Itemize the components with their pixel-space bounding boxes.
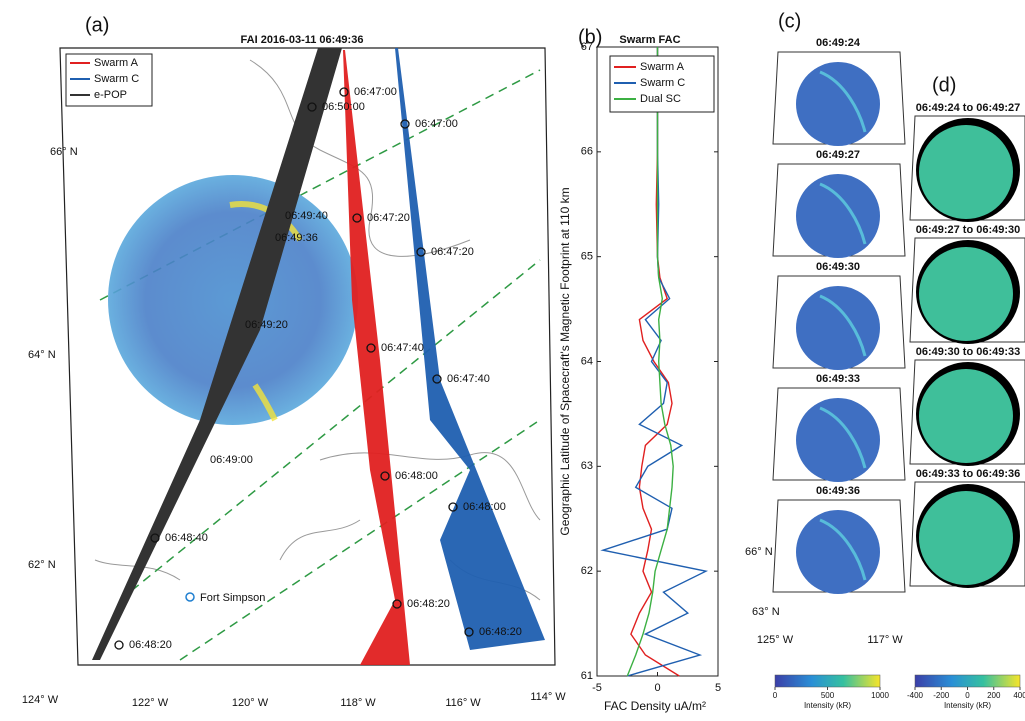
time-label: 06:49:20: [245, 319, 288, 331]
lat-label: 66° N: [50, 146, 78, 158]
lon-label: 114° W: [530, 691, 566, 703]
aurora-image: [796, 286, 880, 370]
plot-title: Swarm FAC: [619, 34, 680, 46]
time-label: 06:47:40: [447, 373, 490, 385]
y-tick-label: 62: [581, 565, 593, 577]
lat-label: 64° N: [28, 349, 56, 361]
y-tick-label: 65: [581, 251, 593, 263]
panel-label: (d): [932, 74, 956, 96]
panel-label: (b): [578, 26, 602, 48]
colorbar-tick-label: 1000: [871, 691, 889, 700]
time-label: 06:49:00: [210, 454, 253, 466]
panel-label: (a): [85, 14, 109, 36]
time-label: 06:47:00: [354, 86, 397, 98]
aurora-image: [796, 510, 880, 594]
time-label: 06:50:00: [322, 101, 365, 113]
panel-label: (c): [778, 10, 801, 32]
lon-label: 124° W: [22, 694, 59, 706]
colorbar-tick-label: -400: [907, 691, 924, 700]
colorbar-tick-label: 400: [1013, 691, 1025, 700]
colorbar-label: Intensity (kR): [804, 701, 851, 710]
aurora-image: [796, 174, 880, 258]
aurora-image: [796, 398, 880, 482]
lon-label: 122° W: [132, 697, 169, 709]
y-tick-label: 61: [581, 670, 593, 682]
image-title: 06:49:33: [816, 373, 860, 385]
image-title: 06:49:30: [816, 261, 860, 273]
time-label: 06:47:00: [415, 118, 458, 130]
colorbar-tick-label: 0: [773, 691, 778, 700]
time-label: 06:49:40: [285, 210, 328, 222]
lon-label: 116° W: [445, 697, 481, 709]
colorbar-tick-label: 500: [821, 691, 835, 700]
x-tick-label: -5: [592, 682, 602, 694]
image-title: 06:49:24: [816, 37, 861, 49]
time-label: 06:49:36: [275, 232, 318, 244]
y-tick-label: 66: [581, 146, 593, 158]
x-tick-label: 0: [654, 682, 660, 694]
legend-label: e-POP: [94, 89, 127, 101]
lon-label: 118° W: [340, 697, 376, 709]
legend-label: Dual SC: [640, 93, 681, 105]
legend-label: Swarm A: [640, 61, 685, 73]
time-label: 06:47:20: [431, 246, 474, 258]
diff-image: [919, 491, 1013, 585]
lon-label: 125° W: [757, 634, 794, 646]
diff-image: [919, 125, 1013, 219]
legend-label: Swarm C: [640, 77, 685, 89]
legend-label: Swarm C: [94, 73, 139, 85]
time-label: 06:47:20: [367, 212, 410, 224]
lat-label: 63° N: [752, 606, 780, 618]
colorbar: [915, 675, 1020, 687]
x-tick-label: 5: [715, 682, 721, 694]
colorbar-tick-label: -200: [933, 691, 950, 700]
lon-label: 117° W: [867, 634, 903, 646]
image-title: 06:49:30 to 06:49:33: [916, 346, 1021, 358]
lat-label: 62° N: [28, 559, 56, 571]
time-label: 06:48:20: [407, 598, 450, 610]
place-label: Fort Simpson: [200, 592, 265, 604]
x-axis-label: FAC Density uA/m²: [604, 699, 706, 713]
map-title: FAI 2016-03-11 06:49:36: [241, 34, 364, 46]
y-tick-label: 63: [581, 460, 593, 472]
time-label: 06:47:40: [381, 342, 424, 354]
time-label: 06:48:00: [395, 470, 438, 482]
time-label: 06:48:40: [165, 532, 208, 544]
colorbar-tick-label: 200: [987, 691, 1001, 700]
y-tick-label: 64: [581, 355, 593, 367]
figure: Swarm A Swarm C e-POP 06:47:00 06:50:00 06:47…: [0, 0, 1025, 721]
image-title: 06:49:27 to 06:49:30: [916, 224, 1021, 236]
image-title: 06:49:33 to 06:49:36: [916, 468, 1021, 480]
time-label: 06:48:00: [463, 501, 506, 513]
colorbar: [775, 675, 880, 687]
image-title: 06:49:24 to 06:49:27: [916, 102, 1021, 114]
y-axis-label: Geographic Latitude of Spacecraft's Magn…: [558, 187, 572, 535]
colorbar-tick-label: 0: [965, 691, 970, 700]
time-label: 06:48:20: [129, 639, 172, 651]
diff-image: [919, 247, 1013, 341]
diff-image: [919, 369, 1013, 463]
time-label: 06:48:20: [479, 626, 522, 638]
colorbar-label: Intensity (kR): [944, 701, 991, 710]
lat-label: 66° N: [745, 546, 773, 558]
lon-label: 120° W: [232, 697, 269, 709]
legend-label: Swarm A: [94, 57, 139, 69]
image-title: 06:49:27: [816, 149, 860, 161]
image-title: 06:49:36: [816, 485, 860, 497]
aurora-image: [796, 62, 880, 146]
